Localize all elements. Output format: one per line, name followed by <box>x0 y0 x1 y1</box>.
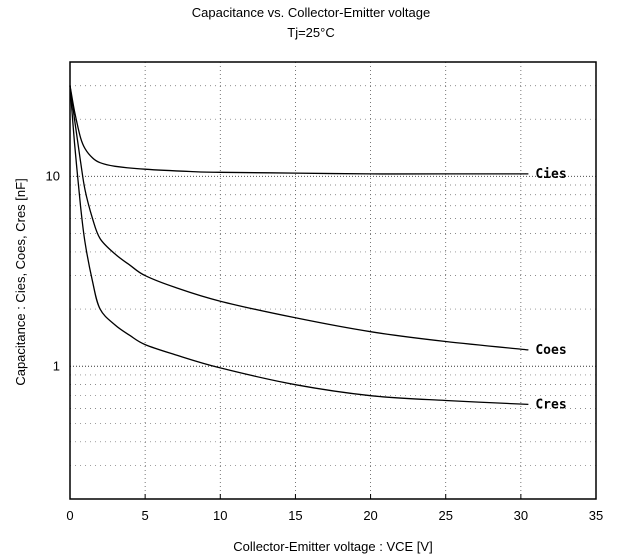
x-tick-label: 0 <box>66 508 73 523</box>
y-tick-label: 1 <box>53 358 60 373</box>
x-axis-label: Collector-Emitter voltage : VCE [V] <box>233 539 432 554</box>
x-tick-label: 25 <box>438 508 452 523</box>
x-tick-label: 35 <box>589 508 603 523</box>
tick-labels: 0 5 10 15 20 25 30 35 1 10 <box>46 168 604 523</box>
series-lines <box>69 85 529 406</box>
y-tick-label: 10 <box>46 168 60 183</box>
y-axis-label: Capacitance : Cies, Coes, Cres [nF] <box>13 178 28 385</box>
grid-lines <box>70 62 596 499</box>
series-label-coes: Coes <box>535 343 566 358</box>
x-tick-label: 20 <box>363 508 377 523</box>
x-tick-label: 30 <box>514 508 528 523</box>
series-label-cres: Cres <box>535 397 566 412</box>
chart-title: Capacitance vs. Collector-Emitter voltag… <box>192 5 430 20</box>
series-line-cies <box>69 85 529 175</box>
x-tick-label: 5 <box>142 508 149 523</box>
series-label-cies: Cies <box>535 167 566 182</box>
series-line-coes <box>69 85 529 351</box>
series-line-cres <box>69 85 529 406</box>
plot-frame <box>69 61 597 500</box>
x-tick-label: 10 <box>213 508 227 523</box>
chart-subtitle: Tj=25°C <box>287 25 334 40</box>
series-labels: Cies Coes Cres <box>535 167 566 412</box>
x-tick-label: 15 <box>288 508 302 523</box>
